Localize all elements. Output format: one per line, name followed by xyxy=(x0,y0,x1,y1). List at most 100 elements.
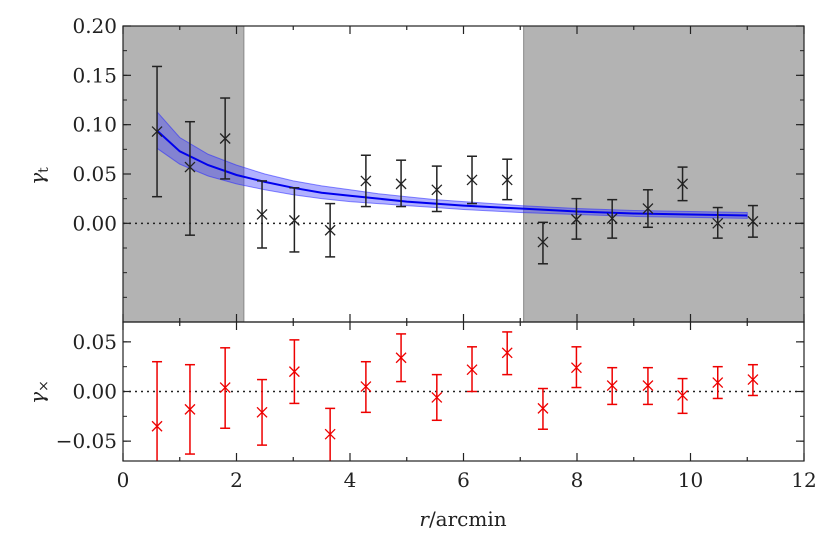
x-marker-b xyxy=(712,377,724,389)
tangential-shear-points xyxy=(151,65,759,265)
data-point-gamma-x xyxy=(288,339,300,405)
x-ticks-bottom: 0 2 4 6 8 10 12 xyxy=(117,322,817,492)
x-marker-b xyxy=(431,184,443,196)
data-point-gamma-t xyxy=(151,65,163,198)
data-point-gamma-x xyxy=(570,346,582,389)
data-point-gamma-t xyxy=(466,155,478,205)
data-point-gamma-t xyxy=(219,97,231,180)
x-axis-label: r/arcmin xyxy=(419,507,506,531)
shaded-regions xyxy=(123,26,804,322)
x-marker-b xyxy=(466,364,478,376)
x-marker-b xyxy=(256,406,268,418)
x-tick-label: 4 xyxy=(344,468,357,492)
data-point-gamma-t xyxy=(324,202,336,258)
x-marker-b xyxy=(642,203,654,214)
data-point-gamma-x xyxy=(501,331,513,376)
data-point-gamma-x xyxy=(677,377,689,415)
cross-shear-points xyxy=(151,331,759,461)
shaded-region xyxy=(523,26,804,322)
data-point-gamma-x xyxy=(184,363,196,455)
x-marker-b xyxy=(288,214,300,226)
x-marker-b xyxy=(501,174,513,186)
y-tick-label: 0.15 xyxy=(72,63,117,87)
plot-frame-bottom xyxy=(122,321,805,462)
data-point-gamma-t xyxy=(570,197,582,240)
y-tick-label: 0.10 xyxy=(72,113,117,137)
x-marker-b xyxy=(151,420,163,432)
x-tick-label: 2 xyxy=(230,468,243,492)
x-marker-b xyxy=(747,374,759,386)
x-tick-label: 0 xyxy=(117,468,130,492)
data-point-gamma-x xyxy=(395,333,407,383)
x-marker-b xyxy=(677,390,689,401)
data-point-gamma-t xyxy=(431,165,443,213)
data-point-gamma-x xyxy=(256,378,268,446)
x-marker-b xyxy=(184,403,196,415)
x-marker-b xyxy=(395,352,407,364)
y-axis-label-top: γt xyxy=(25,167,52,185)
x-marker-b xyxy=(219,382,231,393)
x-marker-b xyxy=(537,402,549,414)
x-marker-b xyxy=(395,178,407,190)
x-marker-b xyxy=(642,380,654,392)
data-point-gamma-t xyxy=(747,204,759,238)
y-axis-label-bottom: γ× xyxy=(25,380,52,404)
lower-panel: −0.05 0.00 0.05 0 2 4 6 8 10 12 γ× r/arcmin xyxy=(25,321,817,531)
x-tick-label: 12 xyxy=(791,468,816,492)
data-point-gamma-t xyxy=(606,198,618,239)
data-point-gamma-t xyxy=(642,189,654,229)
data-point-gamma-t xyxy=(677,166,689,202)
x-marker-b xyxy=(360,175,372,187)
x-marker-b xyxy=(570,213,582,225)
y-tick-label: −0.05 xyxy=(56,429,117,453)
y-tick-label: 0.00 xyxy=(72,211,117,235)
data-point-gamma-t xyxy=(537,221,549,265)
data-point-gamma-x xyxy=(712,365,724,400)
x-tick-label: 8 xyxy=(571,468,584,492)
x-marker-b xyxy=(537,236,549,248)
y-tick-label: 0.00 xyxy=(72,380,117,404)
x-marker-b xyxy=(677,178,689,190)
x-marker-b xyxy=(324,224,336,236)
data-point-gamma-t xyxy=(360,154,372,208)
x-marker-b xyxy=(501,347,513,359)
shaded-region xyxy=(123,26,245,322)
upper-panel: 0.00 0.05 0.10 0.15 0.20 γt xyxy=(25,14,805,323)
x-marker-b xyxy=(151,126,163,138)
model-confidence-band xyxy=(156,110,748,219)
data-point-gamma-x xyxy=(537,387,549,430)
data-point-gamma-x xyxy=(431,373,443,422)
x-tick-label: 6 xyxy=(457,468,470,492)
x-marker-b xyxy=(324,428,336,440)
data-point-gamma-x xyxy=(642,366,654,406)
data-point-gamma-t xyxy=(256,180,268,249)
data-point-gamma-t xyxy=(712,206,724,239)
x-marker-b xyxy=(606,212,618,224)
x-marker-b xyxy=(570,362,582,374)
data-point-gamma-x xyxy=(360,360,372,414)
data-point-gamma-t xyxy=(501,158,513,201)
x-marker-b xyxy=(712,217,724,229)
x-marker-b xyxy=(606,380,618,392)
x-tick-label: 10 xyxy=(678,468,703,492)
data-point-gamma-x xyxy=(747,363,759,397)
data-point-gamma-x xyxy=(151,360,163,461)
x-marker-b xyxy=(747,215,759,227)
data-point-gamma-t xyxy=(288,187,300,253)
x-marker-b xyxy=(288,366,300,378)
data-point-gamma-t xyxy=(395,159,407,208)
model-band xyxy=(156,110,748,219)
y-ticks-bottom: −0.05 0.00 0.05 xyxy=(56,330,804,453)
y-tick-label: 0.05 xyxy=(72,330,117,354)
data-point-gamma-x xyxy=(219,347,231,429)
data-point-gamma-x xyxy=(606,366,618,406)
x-marker-b xyxy=(256,208,268,220)
y-tick-label: 0.05 xyxy=(72,162,117,186)
x-marker-b xyxy=(219,133,231,144)
data-point-gamma-x xyxy=(466,346,478,393)
x-marker-b xyxy=(466,174,478,186)
model-line xyxy=(156,129,748,217)
x-marker-b xyxy=(431,391,443,403)
data-point-gamma-x xyxy=(324,407,336,461)
